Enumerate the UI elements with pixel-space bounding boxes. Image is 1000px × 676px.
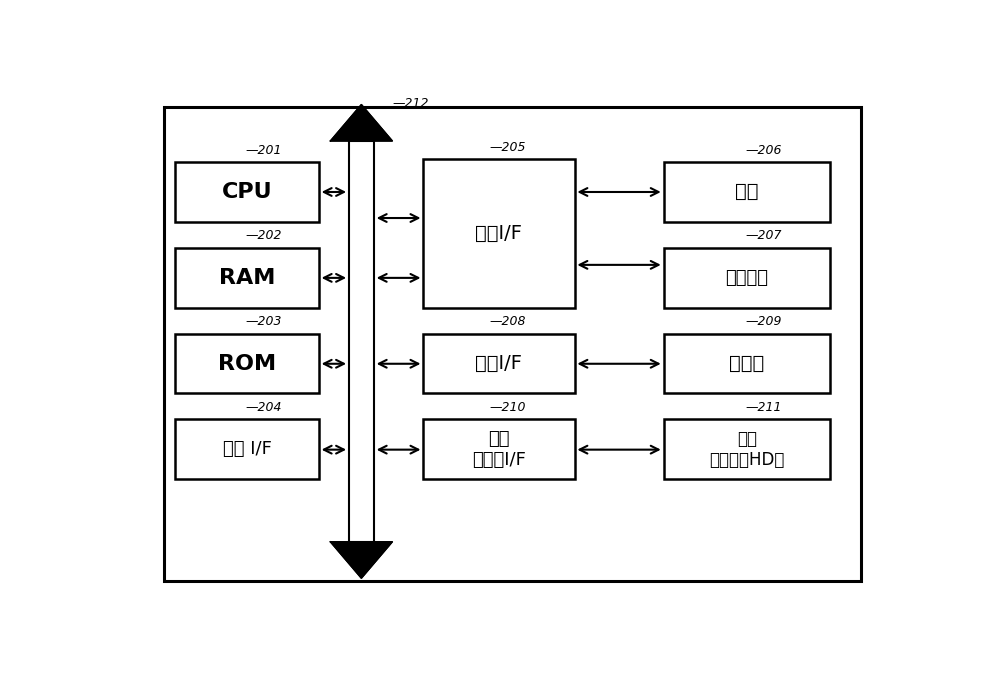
- Text: 输入I/F: 输入I/F: [475, 224, 522, 243]
- Bar: [664, 419, 830, 479]
- Bar: [664, 162, 830, 222]
- Text: —212: —212: [392, 97, 429, 110]
- Bar: [423, 333, 574, 393]
- Text: RAM: RAM: [219, 268, 275, 287]
- Bar: [175, 333, 319, 393]
- Text: CPU: CPU: [222, 182, 272, 201]
- Text: —208: —208: [489, 316, 526, 329]
- Text: —210: —210: [489, 402, 526, 414]
- Text: —211: —211: [745, 402, 782, 414]
- Bar: [423, 419, 574, 479]
- Text: 键盘: 键盘: [735, 183, 759, 201]
- Polygon shape: [330, 541, 392, 578]
- Text: 输出I/F: 输出I/F: [475, 354, 522, 373]
- Bar: [423, 160, 574, 308]
- Text: —207: —207: [745, 229, 782, 243]
- Text: —209: —209: [745, 316, 782, 329]
- Text: —206: —206: [745, 143, 782, 157]
- Bar: [175, 419, 319, 479]
- Text: —204: —204: [245, 402, 282, 414]
- Bar: [175, 247, 319, 308]
- Bar: [664, 247, 830, 308]
- Text: 显示器: 显示器: [729, 354, 765, 373]
- Polygon shape: [330, 105, 392, 141]
- Text: 外部
存储器（HD）: 外部 存储器（HD）: [709, 430, 785, 468]
- Text: 指点设备: 指点设备: [725, 268, 768, 287]
- Bar: [175, 162, 319, 222]
- Text: —205: —205: [489, 141, 526, 154]
- Text: —202: —202: [245, 229, 282, 243]
- Text: ROM: ROM: [218, 354, 276, 374]
- Text: 网络 I/F: 网络 I/F: [223, 440, 272, 458]
- Text: —203: —203: [245, 316, 282, 329]
- Text: 外部
存储器I/F: 外部 存储器I/F: [472, 430, 526, 468]
- Bar: [349, 141, 374, 541]
- Text: —201: —201: [245, 143, 282, 157]
- Bar: [664, 333, 830, 393]
